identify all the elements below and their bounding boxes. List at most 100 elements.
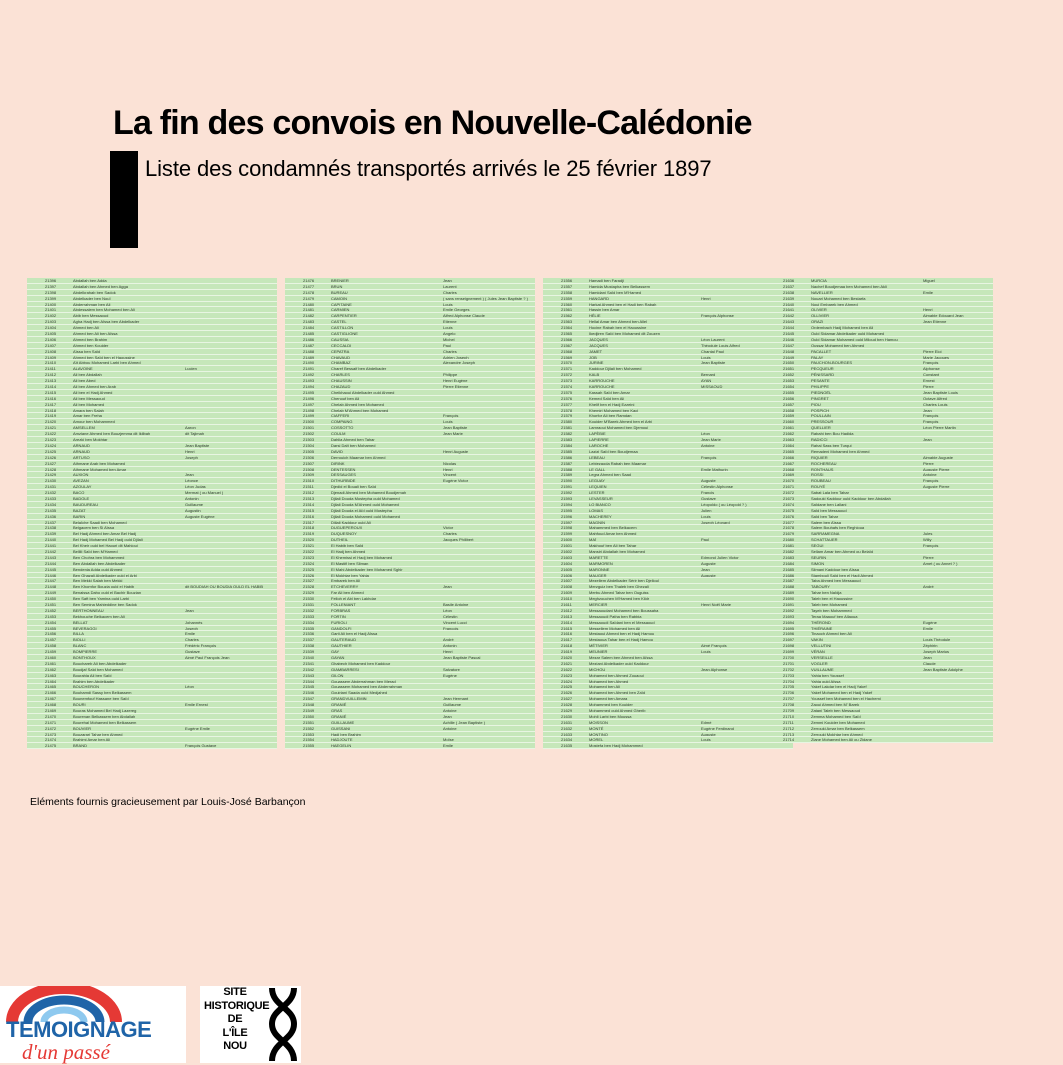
row-firstname: Louis <box>701 513 711 519</box>
row-number: 21433 <box>45 495 57 501</box>
list-row: 21477 BRUN Laurent <box>285 284 535 290</box>
row-number: 21416 <box>45 395 57 401</box>
list-row: 21530 Felloh el Abl ben Lakhdar <box>285 596 535 602</box>
row-name: MERCIER <box>589 601 608 607</box>
row-number: 21446 <box>45 572 57 578</box>
list-row: 21430 AVEZAN Léonce <box>27 478 277 485</box>
row-firstname: ( sans renseignement ) ( Jules Jean Bapt… <box>443 295 528 301</box>
row-number: 21652 <box>783 372 795 378</box>
row-name: Ali ben Ahmed ben Arab <box>73 384 116 390</box>
row-number: 21626 <box>561 690 573 696</box>
row-name: El Mastifi ben Sliman <box>331 560 369 566</box>
row-name: Bendenia Adda ould Ahmed <box>73 566 123 572</box>
row-firstname: Ernest <box>923 378 935 384</box>
row-number: 21662 <box>783 431 795 437</box>
list-row: 21461 Bouchareb Ali ben Abdelkader <box>27 661 277 667</box>
row-name: CARPENTIER <box>331 313 357 319</box>
row-number: 21491 <box>303 366 315 372</box>
row-name: Far Ali ben Ahmed <box>331 590 364 596</box>
list-row: 21448 Ben Khomfor Bouzia ould el Habib dit… <box>27 584 277 591</box>
list-row: 21547 GRANDVUILLEMIN Jean Hermant <box>285 696 535 703</box>
row-name: JACQUES <box>589 336 608 342</box>
row-number: 21414 <box>45 384 57 390</box>
row-name: Amar ben Freha <box>73 413 102 419</box>
row-firstname: Gustave <box>185 649 200 655</box>
list-row: 21631 MOISSON Edmé <box>543 720 793 726</box>
list-row: 21682 Sellam Amar ben Ahmed ou Belaïd <box>765 549 993 555</box>
list-row: 21566 JACQUES Léon Laurent <box>543 337 793 343</box>
row-name: Slimani Kaddour ben Aïssa <box>811 566 860 572</box>
row-name: CECCALDI <box>331 342 352 348</box>
row-firstname: Philippe <box>443 372 458 378</box>
row-firstname: Louis <box>443 419 453 425</box>
row-name: Saïd ben Messaoud <box>811 507 847 513</box>
list-row: 21485 CASTIGLIONE Angelo <box>285 331 535 337</box>
row-number: 21610 <box>561 596 573 602</box>
row-number: 21472 <box>45 725 57 731</box>
list-row: 21478 BUREAU Charles <box>285 290 535 296</box>
list-row: 21626 Mohamed ben Ahmed ben Zaïd <box>543 690 793 697</box>
list-row: 21519 DUQUESNOY Charles <box>285 531 535 538</box>
row-name: MAUGER <box>589 572 607 578</box>
row-firstname: Miguel <box>923 278 935 283</box>
row-name: CHAUSSIN <box>331 378 352 384</box>
list-row: 21580 Kouider M'Barek Ahmed ben el Arbi <box>543 419 793 426</box>
row-name: Ahmed ben Ali <box>73 325 99 331</box>
row-name: Djenadi Ahmed ben Mohamed Boudjemah <box>331 490 407 496</box>
row-firstname: François <box>923 478 939 484</box>
list-row: 21623 Mohamed ben Ahmed Zouaoui <box>543 673 793 679</box>
row-name: Yakef Lakdar ben el Hadj Yakef <box>811 684 867 690</box>
row-name: THIÉRAINE <box>811 625 833 631</box>
row-number: 21642 <box>783 313 795 319</box>
list-row: 21651 PECQUEUR Alphonse <box>765 366 993 373</box>
title-accent-bar <box>110 151 138 248</box>
row-number: 21426 <box>45 454 57 460</box>
list-row: 21593 LEVASSEUR Gustave <box>543 496 793 502</box>
row-firstname: Guillaume <box>185 501 204 507</box>
row-name: RONTHAUS <box>811 466 834 472</box>
list-row: 21535 GANDOLFI François <box>285 626 535 632</box>
row-name: ROCHEREAU <box>811 460 837 466</box>
row-name: CHAZAUD <box>331 384 351 390</box>
row-firstname: François <box>443 625 459 631</box>
row-name: Meziani Abdelkader ould Kaddour <box>589 660 649 666</box>
row-name: BOUVIER <box>73 725 92 731</box>
row-number: 21667 <box>783 460 795 466</box>
list-row: 21627 Mohamed ben Amara <box>543 696 793 703</box>
row-firstname: Jean Marie <box>443 431 463 437</box>
row-firstname: Jean Baptiste Adolphe <box>923 666 963 672</box>
list-row: 21428 Athmane Mohamed ben Amar <box>27 467 277 473</box>
row-firstname: Frédéric François <box>185 643 217 649</box>
row-number: 21486 <box>303 336 315 342</box>
list-row: 21476 BRENIER Jean <box>285 278 535 284</box>
row-name: Makhouf ben Ali ben Tahar <box>589 543 637 549</box>
row-name: Benaissa Daho ould el Bachir Bouzian <box>73 590 142 596</box>
row-name: Ben Ghazali Abdelkader ould el Arbi <box>73 572 137 578</box>
list-row: 21652 PÉNISSARD Constant <box>765 372 993 379</box>
row-number: 21613 <box>561 613 573 619</box>
row-name: VAKIN <box>811 637 823 643</box>
row-number: 21448 <box>45 584 57 590</box>
row-name: Tayeb ben Mohammed <box>811 607 852 613</box>
row-name: LAROCHE <box>589 442 609 448</box>
row-name: Kemed Saïd ben Ali <box>589 395 625 401</box>
row-name: CASTEL <box>331 319 347 325</box>
row-name: Mestaoui Ahmed ben el Hadj Hamou <box>589 631 655 637</box>
row-number: 21611 <box>561 601 572 607</box>
row-name: SEURIN <box>811 554 827 560</box>
row-name: BUREAU <box>331 289 348 295</box>
list-row: 21469 Bouras Mohamed Bel Hadj Lazereg <box>27 708 277 714</box>
list-row: 21408 Aïssa ben Saïd <box>27 349 277 355</box>
row-name: Djilali Douda Mostepha ould Mohamed <box>331 495 400 501</box>
row-number: 21558 <box>561 289 573 295</box>
row-name: Ikedjiren Saïd ben Mohamed dit Zouzen <box>589 331 660 337</box>
list-row: 21405 Ahmed ben Ali ben Aïssa <box>27 331 277 337</box>
row-firstname: Joseph Marius <box>923 649 950 655</box>
row-number: 21707 <box>783 696 795 702</box>
row-firstname: Jean Baptiste Pascal <box>443 655 481 660</box>
list-row: 21695 THIÉRAINE Emile <box>765 626 993 632</box>
row-number: 21532 <box>303 607 315 613</box>
page-subtitle: Liste des condamnés transportés arrivés … <box>145 156 712 181</box>
row-name: VELLUTINI <box>811 643 832 649</box>
row-number: 21500 <box>303 419 315 425</box>
